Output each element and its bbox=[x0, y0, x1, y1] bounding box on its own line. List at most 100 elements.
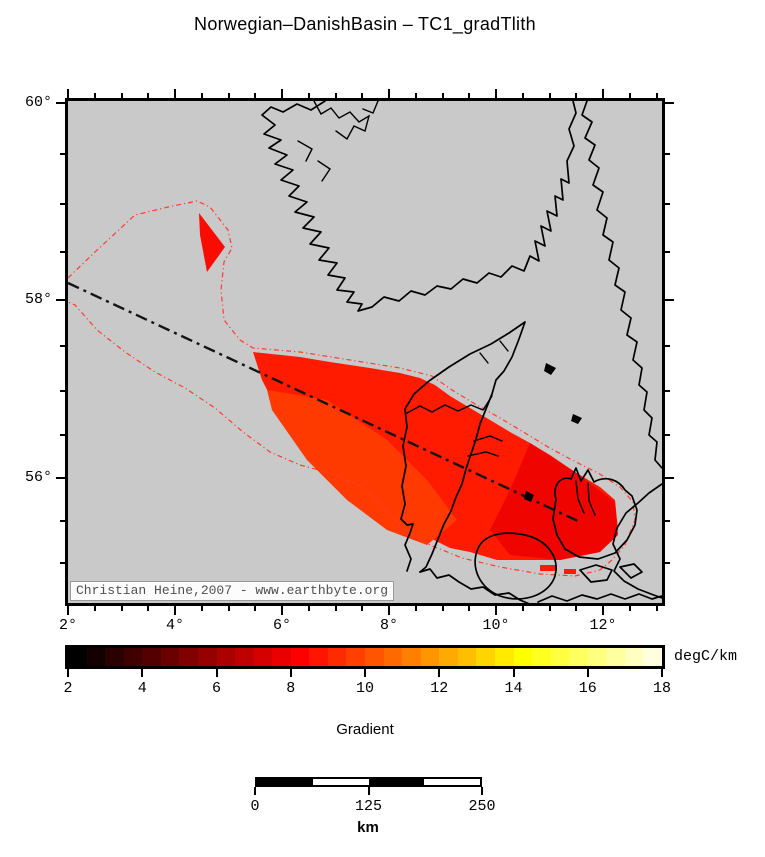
x-minor-tick bbox=[628, 93, 631, 98]
x-axis-label: 12° bbox=[589, 617, 617, 634]
scalebar-tick-label: 125 bbox=[354, 798, 382, 815]
y-major-tick bbox=[665, 299, 674, 301]
coastline-limfjord bbox=[406, 395, 493, 414]
x-major-tick bbox=[388, 606, 390, 615]
x-minor-tick bbox=[308, 606, 310, 611]
colorbar-tick-label: 6 bbox=[211, 680, 221, 697]
x-major-tick bbox=[174, 606, 176, 615]
colorbar bbox=[65, 645, 665, 669]
x-major-tick bbox=[388, 89, 390, 98]
colorbar-cell bbox=[532, 648, 551, 666]
colorbar-cell bbox=[587, 648, 607, 666]
colorbar-cell bbox=[513, 648, 533, 666]
colorbar-cell bbox=[624, 648, 644, 666]
y-minor-tick bbox=[60, 203, 65, 205]
x-minor-tick bbox=[200, 93, 203, 98]
colorbar-tick bbox=[67, 669, 69, 677]
y-axis-label: 56° bbox=[24, 469, 52, 486]
y-major-tick bbox=[56, 477, 65, 479]
y-minor-tick bbox=[665, 433, 670, 436]
colorbar-unit-label: degC/km bbox=[674, 648, 738, 665]
x-minor-tick bbox=[361, 93, 364, 98]
x-axis-label: 8° bbox=[379, 617, 398, 634]
x-major-tick bbox=[281, 89, 283, 98]
scalebar-tick-label: 0 bbox=[250, 798, 260, 815]
x-major-tick bbox=[67, 606, 69, 615]
colorbar-cell bbox=[197, 648, 217, 666]
basin-fill-bright-patch bbox=[267, 390, 457, 545]
colorbar-cell bbox=[216, 648, 236, 666]
x-minor-tick bbox=[254, 93, 257, 98]
colorbar-cell bbox=[86, 648, 106, 666]
scalebar-segment bbox=[368, 779, 425, 785]
coastline-fjord-details bbox=[467, 340, 509, 457]
colorbar-tick bbox=[141, 669, 144, 677]
x-minor-tick bbox=[468, 606, 471, 611]
x-minor-tick bbox=[441, 93, 444, 98]
colorbar-cell bbox=[105, 648, 124, 666]
x-major-tick bbox=[281, 606, 283, 615]
x-minor-tick bbox=[147, 606, 150, 611]
colorbar-cell bbox=[346, 648, 365, 666]
colorbar-tick-label: 10 bbox=[355, 680, 374, 697]
x-major-tick bbox=[174, 89, 176, 98]
x-minor-tick bbox=[575, 606, 578, 611]
y-major-tick bbox=[56, 299, 65, 301]
colorbar-tick-label: 18 bbox=[652, 680, 671, 697]
colorbar-cell bbox=[569, 648, 588, 666]
y-major-tick bbox=[665, 102, 674, 104]
coastline-zealand bbox=[552, 467, 638, 560]
coastline-funen bbox=[474, 532, 557, 600]
colorbar-cell bbox=[402, 648, 421, 666]
y-minor-tick bbox=[60, 433, 65, 436]
scalebar-tick bbox=[481, 787, 483, 795]
x-minor-tick bbox=[334, 93, 337, 98]
basin-fill-fragments bbox=[540, 565, 576, 574]
colorbar-cell bbox=[420, 648, 440, 666]
distance-scalebar bbox=[255, 777, 482, 787]
colorbar-cell bbox=[365, 648, 384, 666]
colorbar-cell bbox=[309, 648, 328, 666]
x-axis-label: 2° bbox=[58, 617, 77, 634]
y-axis-label: 58° bbox=[24, 291, 52, 308]
map-title: Norwegian–DanishBasin – TC1_gradTlith bbox=[194, 14, 536, 34]
colorbar-cell bbox=[290, 648, 310, 666]
x-minor-tick bbox=[414, 606, 417, 611]
x-major-tick bbox=[495, 89, 497, 98]
x-minor-tick bbox=[548, 93, 551, 98]
x-minor-tick bbox=[308, 93, 310, 98]
x-minor-tick bbox=[93, 93, 96, 98]
colorbar-tick-label: 8 bbox=[286, 680, 296, 697]
x-major-tick bbox=[67, 89, 69, 98]
y-major-tick bbox=[665, 477, 674, 479]
colorbar-cell bbox=[253, 648, 273, 666]
y-major-tick bbox=[56, 102, 65, 104]
x-minor-tick bbox=[521, 93, 524, 98]
y-minor-tick bbox=[60, 562, 65, 564]
colorbar-cell bbox=[439, 648, 458, 666]
scalebar-unit-label: km bbox=[357, 819, 379, 836]
colorbar-tick bbox=[289, 669, 292, 677]
x-major-tick bbox=[602, 606, 604, 615]
x-minor-tick bbox=[628, 606, 631, 611]
colorbar-tick bbox=[215, 669, 218, 677]
y-minor-tick bbox=[60, 153, 65, 155]
y-minor-tick bbox=[665, 251, 670, 253]
basin-fill-east-lobe bbox=[490, 443, 618, 560]
x-minor-tick bbox=[334, 606, 337, 611]
x-axis-label: 10° bbox=[482, 617, 510, 634]
coastline-norway-fjords bbox=[297, 101, 379, 182]
colorbar-tick-label: 12 bbox=[430, 680, 449, 697]
x-minor-tick bbox=[468, 93, 471, 98]
colorbar-tick-label: 2 bbox=[63, 680, 73, 697]
x-minor-tick bbox=[575, 93, 578, 98]
transect-dashdot-line bbox=[68, 281, 581, 524]
x-minor-tick bbox=[93, 606, 96, 611]
y-minor-tick bbox=[665, 203, 670, 205]
map-area: Christian Heine,2007 - www.earthbyte.org bbox=[65, 98, 665, 606]
x-minor-tick bbox=[254, 606, 257, 611]
colorbar-cell bbox=[550, 648, 570, 666]
scalebar-tick bbox=[367, 787, 370, 795]
colorbar-cell bbox=[272, 648, 291, 666]
